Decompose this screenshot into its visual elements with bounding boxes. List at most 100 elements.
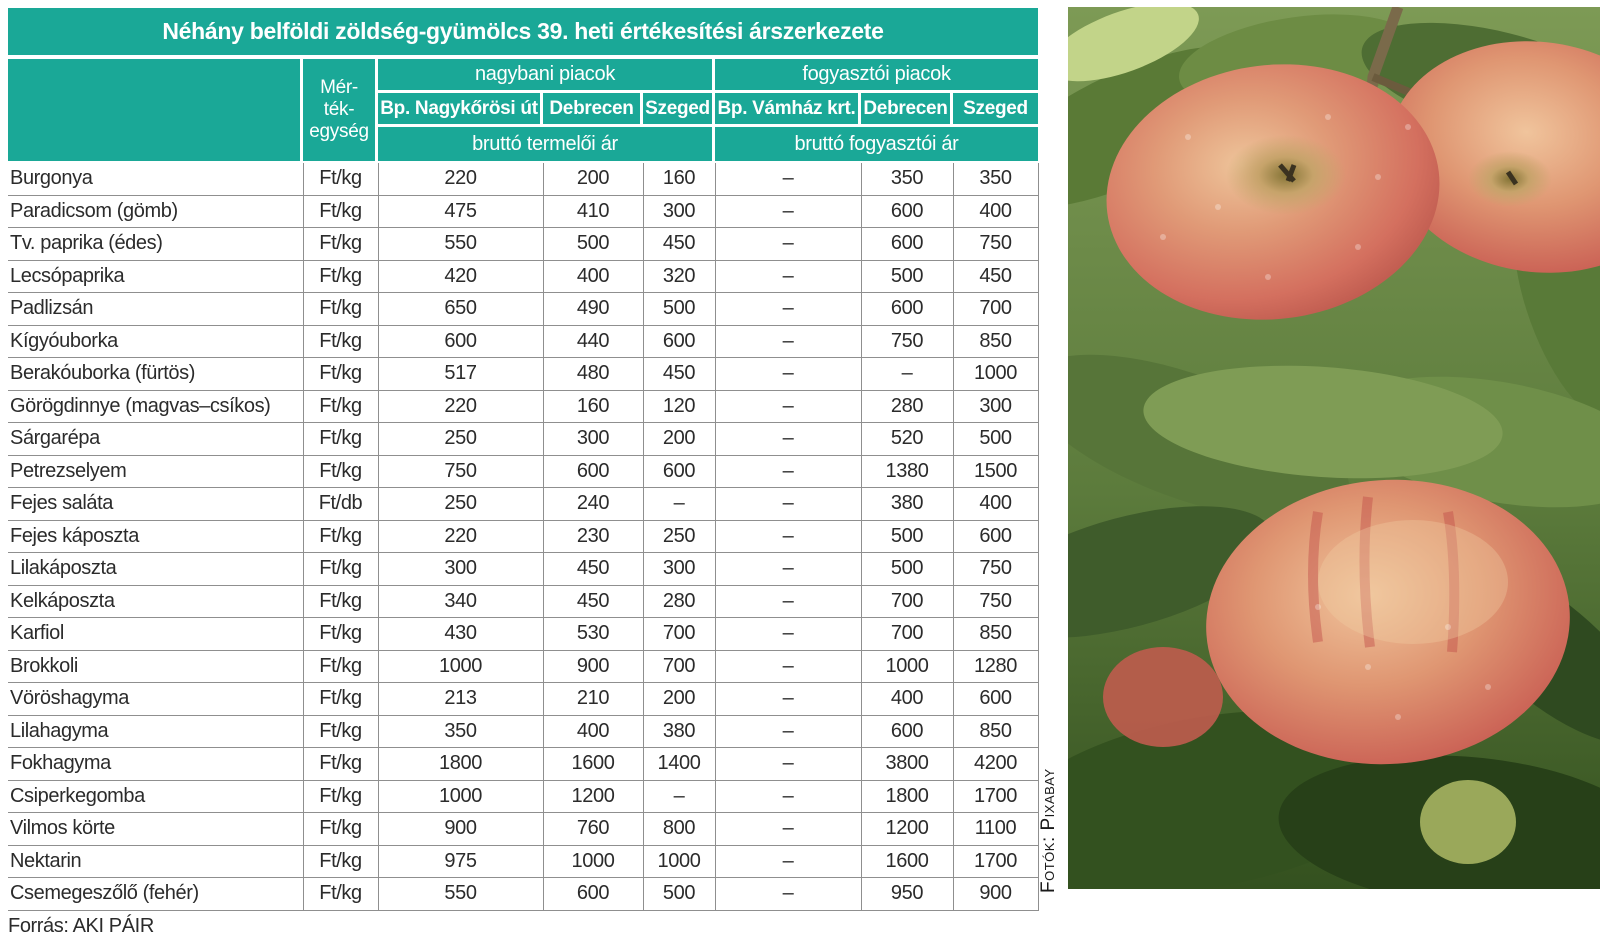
table-header: Mér- ték- egység nagybani piacok fogyasz…	[8, 59, 1038, 161]
table-row: Csemegeszőlő (fehér) Ft/kg 550 600 500–950 90…	[8, 877, 1039, 911]
price-cell: 517	[377, 357, 543, 391]
price-cell: –	[714, 617, 861, 651]
price-cell: 410	[542, 195, 643, 228]
apples-photo	[1068, 7, 1600, 889]
price-cell: –	[714, 682, 861, 716]
apples-photo-art	[1068, 7, 1600, 889]
price-cell: 1000	[377, 780, 543, 813]
product-name: Burgonya	[8, 163, 303, 196]
price-cell: 700	[952, 292, 1039, 326]
table-row: Sárgarépa Ft/kg 250 300 200–520 500	[8, 422, 1039, 456]
price-cell: 160	[642, 163, 715, 196]
price-cell: 1000	[542, 845, 643, 878]
price-cell: 340	[377, 585, 543, 618]
price-cell: 300	[952, 390, 1039, 423]
price-cell: 240	[542, 487, 643, 521]
unit-cell: Ft/kg	[302, 325, 378, 358]
price-cell: –	[714, 195, 861, 228]
price-cell: 300	[542, 422, 643, 456]
price-cell: 280	[860, 390, 953, 423]
product-name: Lecsópaprika	[8, 260, 303, 293]
price-cell: –	[714, 260, 861, 293]
unit-cell: Ft/kg	[302, 195, 378, 228]
price-cell: –	[714, 650, 861, 683]
price-cell: –	[714, 812, 861, 846]
price-cell: 750	[860, 325, 953, 358]
product-name: Padlizsán	[8, 292, 303, 326]
price-cell: 1400	[642, 747, 715, 781]
price-cell: 1200	[542, 780, 643, 813]
price-cell: –	[714, 357, 861, 391]
price-cell: 550	[377, 227, 543, 261]
price-cell: –	[714, 552, 861, 586]
table-row: Fokhagyma Ft/kg 1800 1600 1400–3800 4200	[8, 747, 1039, 781]
price-cell: –	[714, 292, 861, 326]
price-cell: 750	[952, 227, 1039, 261]
product-name: Lilahagyma	[8, 715, 303, 748]
table-row: Karfiol Ft/kg 430 530 700–700 850	[8, 617, 1039, 651]
price-cell: 760	[542, 812, 643, 846]
price-cell: 750	[952, 552, 1039, 586]
header-city-szeged-wholesale: Szeged	[643, 93, 712, 124]
price-cell: –	[714, 520, 861, 553]
price-cell: 1280	[952, 650, 1039, 683]
price-cell: 400	[952, 195, 1039, 228]
price-cell: 900	[952, 877, 1039, 911]
unit-cell: Ft/db	[302, 487, 378, 521]
price-cell: –	[642, 780, 715, 813]
price-cell: 500	[642, 877, 715, 911]
price-cell: 490	[542, 292, 643, 326]
table-row: Tv. paprika (édes) Ft/kg 550 500 450–600 750	[8, 227, 1039, 261]
unit-cell: Ft/kg	[302, 520, 378, 553]
product-name: Paradicsom (gömb)	[8, 195, 303, 228]
header-city-debrecen-wholesale: Debrecen	[543, 93, 640, 124]
price-cell: 1800	[377, 747, 543, 781]
product-name: Kelkáposzta	[8, 585, 303, 618]
unit-cell: Ft/kg	[302, 715, 378, 748]
price-cell: 380	[642, 715, 715, 748]
price-cell: 450	[952, 260, 1039, 293]
price-cell: 1700	[952, 780, 1039, 813]
price-cell: –	[714, 390, 861, 423]
product-name: Fejes káposzta	[8, 520, 303, 553]
price-cell: –	[714, 845, 861, 878]
table-row: Fejes saláta Ft/db 250 240– –380 400	[8, 487, 1039, 521]
price-cell: 230	[542, 520, 643, 553]
price-cell: –	[714, 487, 861, 521]
table-row: Burgonya Ft/kg 220 200 160–350 350	[8, 163, 1039, 196]
price-cell: 500	[542, 227, 643, 261]
header-product-spacer	[8, 59, 300, 161]
price-cell: 350	[377, 715, 543, 748]
price-cell: 1200	[860, 812, 953, 846]
price-cell: 1100	[952, 812, 1039, 846]
price-cell: 850	[952, 325, 1039, 358]
price-cell: 200	[542, 163, 643, 196]
unit-cell: Ft/kg	[302, 260, 378, 293]
price-cell: 300	[642, 552, 715, 586]
price-table: Néhány belföldi zöldség-gyümölcs 39. het…	[8, 8, 1039, 936]
price-cell: 1600	[542, 747, 643, 781]
price-cell: –	[714, 422, 861, 456]
price-cell: 480	[542, 357, 643, 391]
price-cell: –	[714, 455, 861, 488]
price-cell: –	[714, 715, 861, 748]
table-row: Vilmos körte Ft/kg 900 760 800–1200 1100	[8, 812, 1039, 846]
price-cell: 380	[860, 487, 953, 521]
table-row: Berakóuborka (fürtös) Ft/kg 517 480 450– –100…	[8, 357, 1039, 391]
table-row: Fejes káposzta Ft/kg 220 230 250–500 600	[8, 520, 1039, 553]
unit-cell: Ft/kg	[302, 812, 378, 846]
price-cell: –	[714, 227, 861, 261]
product-name: Lilakáposzta	[8, 552, 303, 586]
table-row: Brokkoli Ft/kg 1000 900 700–1000 1280	[8, 650, 1039, 683]
price-cell: 600	[642, 325, 715, 358]
table-row: Padlizsán Ft/kg 650 490 500–600 700	[8, 292, 1039, 326]
price-cell: 600	[542, 877, 643, 911]
price-cell: 500	[952, 422, 1039, 456]
price-cell: 350	[860, 163, 953, 196]
table-row: Vöröshagyma Ft/kg 213 210 200–400 600	[8, 682, 1039, 716]
price-cell: 1000	[642, 845, 715, 878]
price-cell: 975	[377, 845, 543, 878]
price-cell: 200	[642, 422, 715, 456]
unit-cell: Ft/kg	[302, 747, 378, 781]
